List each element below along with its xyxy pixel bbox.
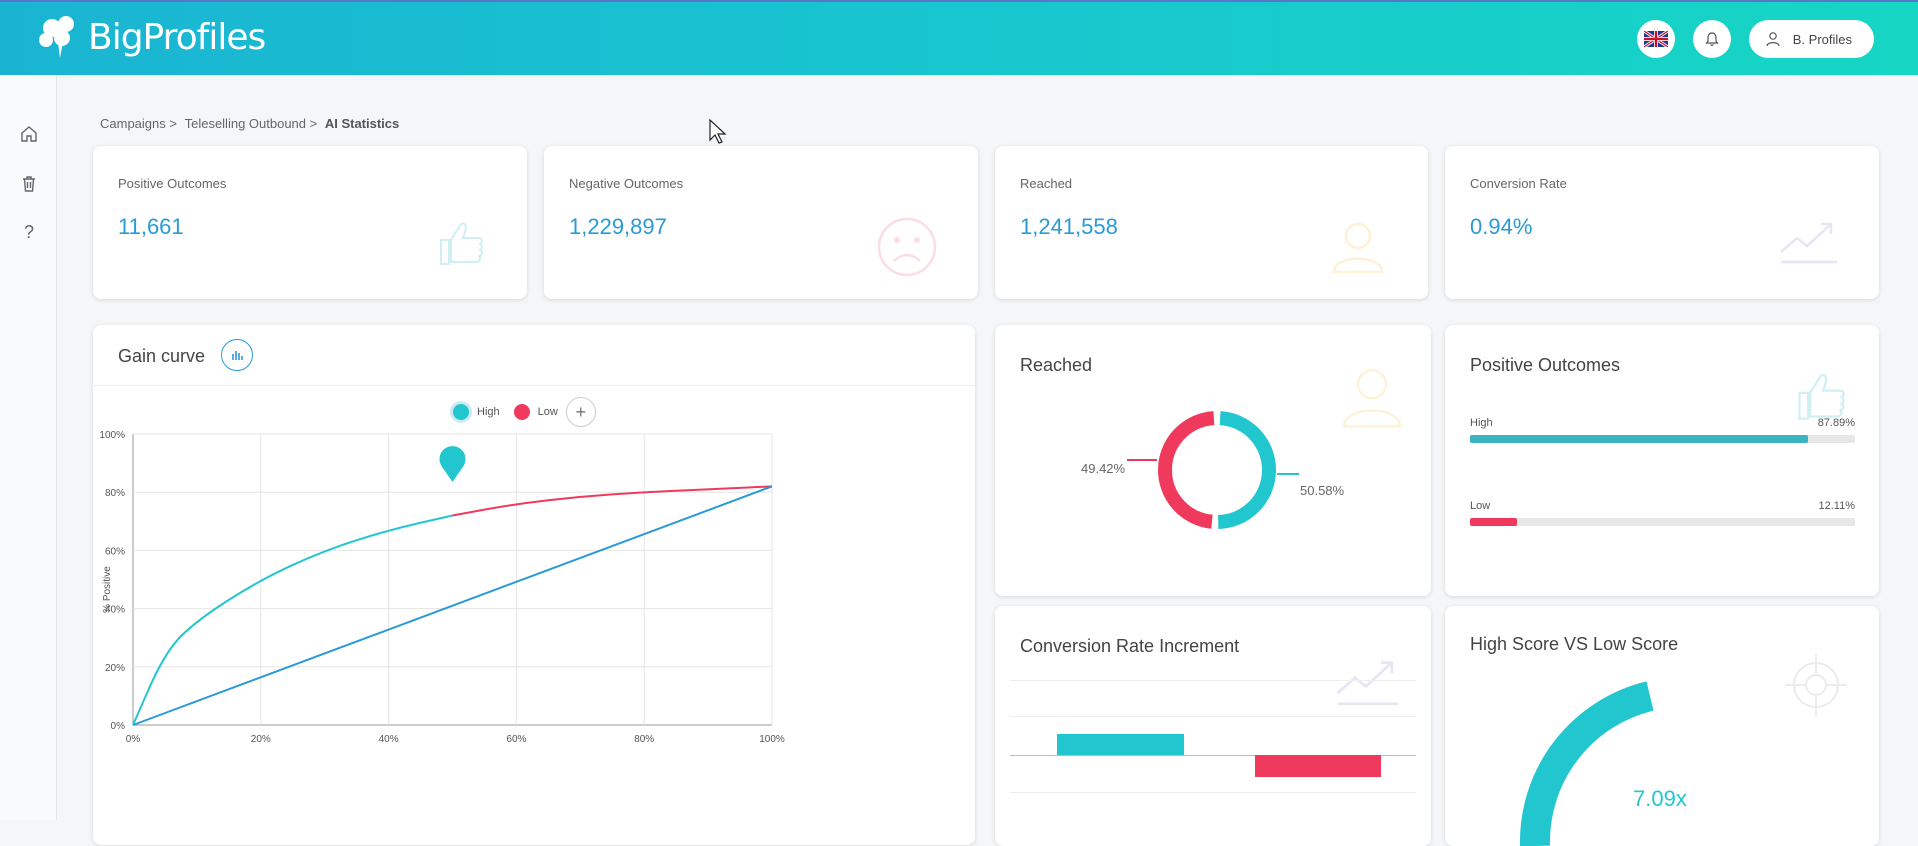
stat-value: 1,241,558: [1020, 214, 1118, 239]
breadcrumb-teleselling[interactable]: Teleselling Outbound >: [184, 116, 318, 131]
stat-label: Reached: [1020, 176, 1073, 191]
person-icon: [1332, 222, 1384, 274]
low-series-line: [452, 485, 773, 517]
high-increment-bar: [1057, 734, 1184, 755]
y-tick-label: 20%: [105, 663, 125, 674]
positive-outcomes-title: Positive Outcomes: [1470, 355, 1621, 375]
y-tick-label: 0%: [111, 721, 126, 732]
stat-label: Conversion Rate: [1470, 176, 1567, 191]
stat-label: Positive Outcomes: [118, 176, 227, 191]
legend-high-label[interactable]: High: [477, 406, 500, 418]
target-icon: [1785, 654, 1847, 716]
zero-line: [1010, 755, 1416, 756]
bar-chart-icon: [232, 351, 243, 360]
card-divider: [93, 385, 975, 386]
high-percent-label: 50.58%: [1300, 483, 1345, 498]
y-tick-label: 80%: [105, 488, 125, 499]
low-donut-slice: [1158, 411, 1215, 529]
thumbs-up-icon: [440, 222, 483, 265]
positive-outcomes-card: Positive Outcomes High 87.89% Low 12.11%: [1445, 325, 1879, 596]
high-donut-slice: [1217, 411, 1276, 529]
grid-line: [1010, 792, 1416, 793]
score-card: High Score VS Low Score 7.09x: [1445, 606, 1879, 846]
score-card-title: High Score VS Low Score: [1470, 634, 1679, 654]
logo[interactable]: BigProfiles: [36, 14, 266, 60]
home-icon[interactable]: [18, 123, 40, 145]
stat-card-negative: Negative Outcomes 1,229,897: [544, 146, 978, 299]
low-bar-track: [1470, 518, 1855, 526]
stat-card-positive: Positive Outcomes 11,661: [93, 146, 527, 299]
language-button[interactable]: [1636, 20, 1675, 58]
logo-icon: [39, 16, 74, 58]
stat-value: 11,661: [118, 214, 184, 239]
grid-line: [1010, 680, 1416, 681]
conversion-increment-card: Conversion Rate Increment: [995, 606, 1431, 846]
stat-value: 0.94%: [1470, 214, 1533, 239]
x-tick-label: 0%: [126, 734, 141, 745]
gain-curve-chart: 0%0% 20% 20% 40% 40% 60% 60% 80% 80% 100% 100% % Po…: [99, 430, 784, 745]
help-icon[interactable]: ?: [23, 221, 34, 242]
thumbs-up-icon: [1798, 374, 1845, 420]
breadcrumb: Campaigns > Teleselling Outbound > AI St…: [100, 116, 399, 131]
conversion-increment-title: Conversion Rate Increment: [1020, 636, 1240, 656]
reached-donut-chart: [1127, 411, 1299, 529]
chart-legend: High Low +: [453, 397, 596, 427]
legend-low-swatch[interactable]: [513, 404, 530, 420]
x-tick-label: 60%: [506, 734, 526, 745]
stat-card-conversion: Conversion Rate 0.94%: [1445, 146, 1879, 299]
bell-icon: [1705, 32, 1719, 46]
mouse-cursor-icon: [709, 118, 727, 144]
person-icon: [1342, 369, 1402, 428]
gain-curve-title: Gain curve: [118, 346, 206, 366]
trend-up-icon: [1780, 222, 1837, 264]
y-tick-label: 60%: [105, 546, 125, 557]
y-axis-label: % Positive: [102, 566, 113, 613]
reached-card: Reached 49.42% 50.58%: [995, 325, 1431, 596]
stat-card-reached: Reached 1,241,558: [995, 146, 1428, 299]
sad-face-icon: [877, 217, 937, 277]
low-bar-fill: [1470, 518, 1517, 526]
stat-value: 1,229,897: [569, 214, 667, 239]
low-increment-bar: [1255, 755, 1381, 777]
notifications-button[interactable]: [1692, 20, 1731, 58]
gain-curve-card: Gain curve High Low + 0% 0% 20% 20% 40% 40% 60…: [93, 325, 975, 845]
legend-low-label[interactable]: Low: [537, 406, 558, 418]
user-menu-button[interactable]: B. Profiles: [1748, 20, 1874, 58]
high-bar-value: 87.89%: [1817, 417, 1855, 429]
x-tick-label: 20%: [251, 734, 271, 745]
grid-line: [1010, 716, 1416, 717]
plot-area: 0%0% 20% 20% 40% 40% 60% 60% 80% 80% 100% 100% % Po…: [99, 430, 784, 745]
uk-flag-icon: [1643, 31, 1668, 47]
high-series-line: [132, 514, 453, 726]
low-bar-value: 12.11%: [1818, 500, 1856, 512]
score-gauge: [1519, 681, 1654, 846]
low-bar-label: Low: [1470, 500, 1491, 512]
chart-type-button[interactable]: [221, 339, 253, 371]
trash-icon[interactable]: [18, 173, 40, 195]
top-bar: BigProfiles B. Profile: [0, 0, 1918, 75]
baseline-series-line: [132, 485, 773, 726]
user-icon: [1766, 32, 1780, 47]
breadcrumb-campaigns[interactable]: Campaigns >: [100, 116, 177, 131]
high-bar-fill: [1470, 435, 1809, 443]
reached-title: Reached: [1020, 355, 1093, 375]
x-tick-label: 80%: [634, 734, 654, 745]
app-name: BigProfiles: [88, 16, 266, 58]
breadcrumb-current: AI Statistics: [324, 116, 400, 131]
high-bar-label: High: [1470, 417, 1493, 429]
y-tick-label: 100%: [99, 430, 125, 441]
legend-high-swatch[interactable]: [453, 404, 469, 420]
score-value: 7.09x: [1633, 786, 1687, 811]
y-tick-label: 40%: [105, 605, 125, 616]
user-name: B. Profiles: [1792, 31, 1852, 47]
high-bar-track: [1470, 435, 1855, 443]
sidebar: ?: [0, 75, 57, 820]
x-tick-label: 100%: [759, 734, 785, 745]
trend-up-icon: [1336, 661, 1399, 706]
map-pin-icon: [439, 446, 466, 482]
add-series-button[interactable]: +: [565, 397, 596, 427]
low-percent-label: 49.42%: [1081, 461, 1126, 476]
stat-label: Negative Outcomes: [569, 176, 684, 191]
x-tick-label: 40%: [379, 734, 399, 745]
